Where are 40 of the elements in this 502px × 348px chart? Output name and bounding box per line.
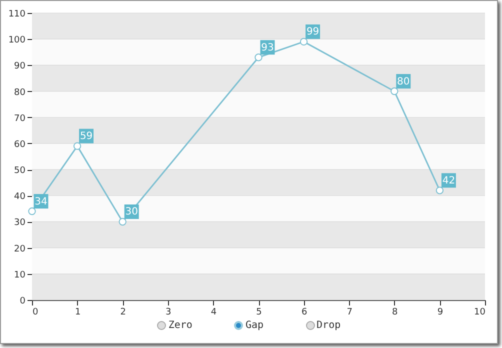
y-tick-label: 20 bbox=[14, 244, 26, 254]
data-label: 59 bbox=[80, 131, 93, 142]
data-label: 30 bbox=[125, 206, 138, 218]
x-tick-label: 1 bbox=[74, 308, 81, 318]
y-tick-label: 110 bbox=[8, 10, 26, 20]
y-tick-label: 80 bbox=[14, 88, 26, 98]
point bbox=[254, 54, 262, 62]
x-tick-label: 2 bbox=[120, 308, 126, 318]
y-tick-label: 60 bbox=[14, 140, 26, 150]
y-tick-label: 0 bbox=[20, 296, 26, 306]
point bbox=[436, 186, 444, 194]
y-tick-label: 30 bbox=[14, 218, 26, 228]
x-tick-label: 6 bbox=[301, 308, 308, 318]
point bbox=[28, 207, 36, 216]
y-tick-label: 90 bbox=[14, 62, 26, 72]
data-label: 34 bbox=[34, 196, 48, 208]
text: Zero bbox=[168, 320, 192, 331]
point bbox=[73, 142, 82, 150]
data-label: 93 bbox=[261, 42, 274, 54]
y-tick-label: 70 bbox=[14, 114, 26, 124]
text: Gap bbox=[245, 320, 264, 331]
x-tick-label: 5 bbox=[256, 308, 262, 318]
point bbox=[118, 218, 126, 226]
point bbox=[390, 87, 398, 96]
data-label: 42 bbox=[442, 175, 456, 186]
x-tick-label: 0 bbox=[32, 308, 38, 318]
y-tick-label: 10 bbox=[14, 270, 26, 280]
y-tick-label: 40 bbox=[14, 192, 26, 202]
x-tick-label: 10 bbox=[474, 308, 486, 318]
x-tick-label: 7 bbox=[346, 308, 352, 318]
point bbox=[300, 38, 308, 46]
y-tick-label: 50 bbox=[14, 166, 26, 176]
x-tick-label: 8 bbox=[392, 308, 398, 318]
data-label: 80 bbox=[397, 76, 410, 88]
y-tick-label: 100 bbox=[8, 36, 26, 46]
text: Drop bbox=[316, 320, 341, 331]
x-tick-label: 3 bbox=[166, 308, 172, 318]
x-tick-label: 4 bbox=[210, 308, 217, 318]
x-tick-label: 9 bbox=[437, 308, 444, 318]
data-label: 99 bbox=[306, 26, 320, 38]
